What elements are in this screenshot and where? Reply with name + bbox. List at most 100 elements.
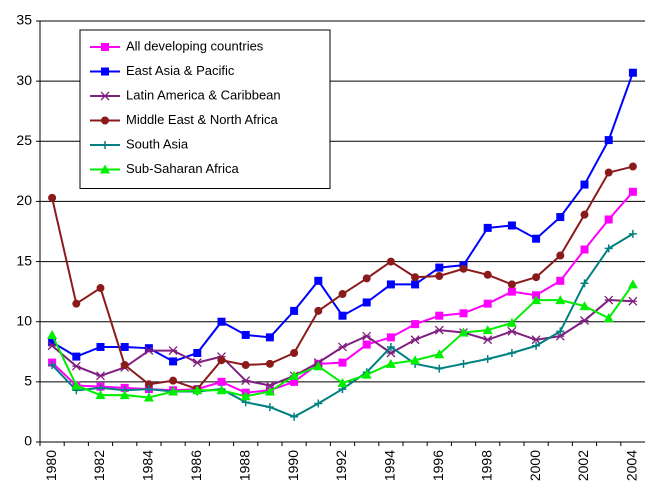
x-tick-label: 1996 [430, 450, 446, 481]
marker [241, 376, 251, 386]
marker [628, 187, 637, 196]
marker [47, 329, 58, 339]
y-tick-label: 0 [24, 433, 32, 449]
marker [482, 325, 493, 335]
x-tick-label: 1994 [382, 450, 398, 481]
marker [435, 364, 444, 373]
marker [507, 287, 516, 296]
marker [95, 390, 106, 400]
marker [459, 359, 468, 368]
marker [338, 290, 347, 299]
marker [386, 342, 395, 351]
marker [290, 348, 299, 357]
marker [410, 335, 420, 345]
marker [337, 378, 348, 388]
marker [289, 370, 300, 380]
marker [507, 326, 517, 336]
marker [506, 317, 517, 327]
marker [628, 68, 637, 77]
marker [604, 168, 613, 177]
marker [627, 279, 638, 289]
x-tick-label: 1998 [478, 450, 494, 481]
marker [241, 330, 250, 339]
marker [362, 331, 372, 341]
marker [411, 280, 420, 289]
x-tick-label: 1980 [43, 450, 59, 481]
marker [96, 371, 105, 381]
marker [96, 284, 105, 293]
marker [362, 274, 371, 283]
marker [604, 215, 613, 224]
marker [120, 361, 129, 370]
marker [338, 358, 347, 367]
marker [532, 341, 541, 350]
x-tick-label: 1984 [140, 450, 156, 481]
marker [144, 385, 153, 394]
marker [100, 164, 110, 174]
marker [101, 116, 109, 125]
marker [507, 348, 516, 357]
marker [628, 296, 638, 306]
marker [314, 306, 323, 315]
marker [483, 270, 492, 279]
marker [556, 251, 565, 260]
x-tick-label: 1988 [236, 450, 252, 481]
y-tick-label: 20 [16, 192, 32, 208]
marker [144, 344, 153, 353]
marker [434, 325, 444, 335]
marker [192, 385, 203, 395]
marker [217, 377, 226, 386]
marker [532, 234, 541, 243]
marker [458, 327, 469, 337]
marker [411, 273, 420, 282]
marker [531, 335, 541, 345]
marker [72, 299, 81, 308]
x-tick-label: 1992 [333, 450, 349, 481]
marker [168, 386, 179, 396]
marker [265, 381, 275, 390]
marker [507, 221, 516, 230]
marker [580, 279, 589, 288]
marker [555, 295, 566, 305]
marker [556, 213, 565, 222]
y-tick-label: 5 [24, 373, 32, 389]
marker [101, 43, 109, 51]
marker [216, 385, 227, 395]
marker [48, 338, 57, 347]
marker [411, 320, 420, 329]
marker [507, 280, 516, 289]
marker [604, 295, 614, 305]
marker [385, 358, 396, 368]
legend-label: South Asia [126, 136, 189, 151]
marker [580, 210, 589, 219]
marker [459, 264, 468, 273]
marker [362, 340, 371, 349]
marker [193, 348, 202, 357]
marker [314, 276, 323, 285]
marker [386, 257, 395, 266]
marker [48, 361, 57, 370]
marker [580, 316, 589, 325]
marker [556, 327, 565, 336]
marker [532, 273, 541, 282]
marker [241, 361, 250, 370]
marker [435, 263, 444, 272]
marker [628, 162, 637, 171]
x-tick-label: 2004 [624, 450, 640, 481]
y-tick-label: 35 [16, 12, 32, 28]
marker [362, 298, 371, 307]
marker [119, 390, 130, 400]
marker [144, 380, 153, 389]
y-tick-label: 25 [16, 132, 32, 148]
x-tick-label: 1982 [91, 450, 107, 481]
legend-label: Latin America & Caribbean [126, 87, 281, 102]
series-line [51, 165, 634, 391]
marker [169, 357, 178, 366]
marker [386, 333, 395, 342]
marker [143, 392, 154, 402]
legend-label: Middle East & North Africa [126, 112, 278, 127]
marker [628, 229, 637, 238]
marker [483, 223, 492, 232]
marker [603, 313, 614, 323]
